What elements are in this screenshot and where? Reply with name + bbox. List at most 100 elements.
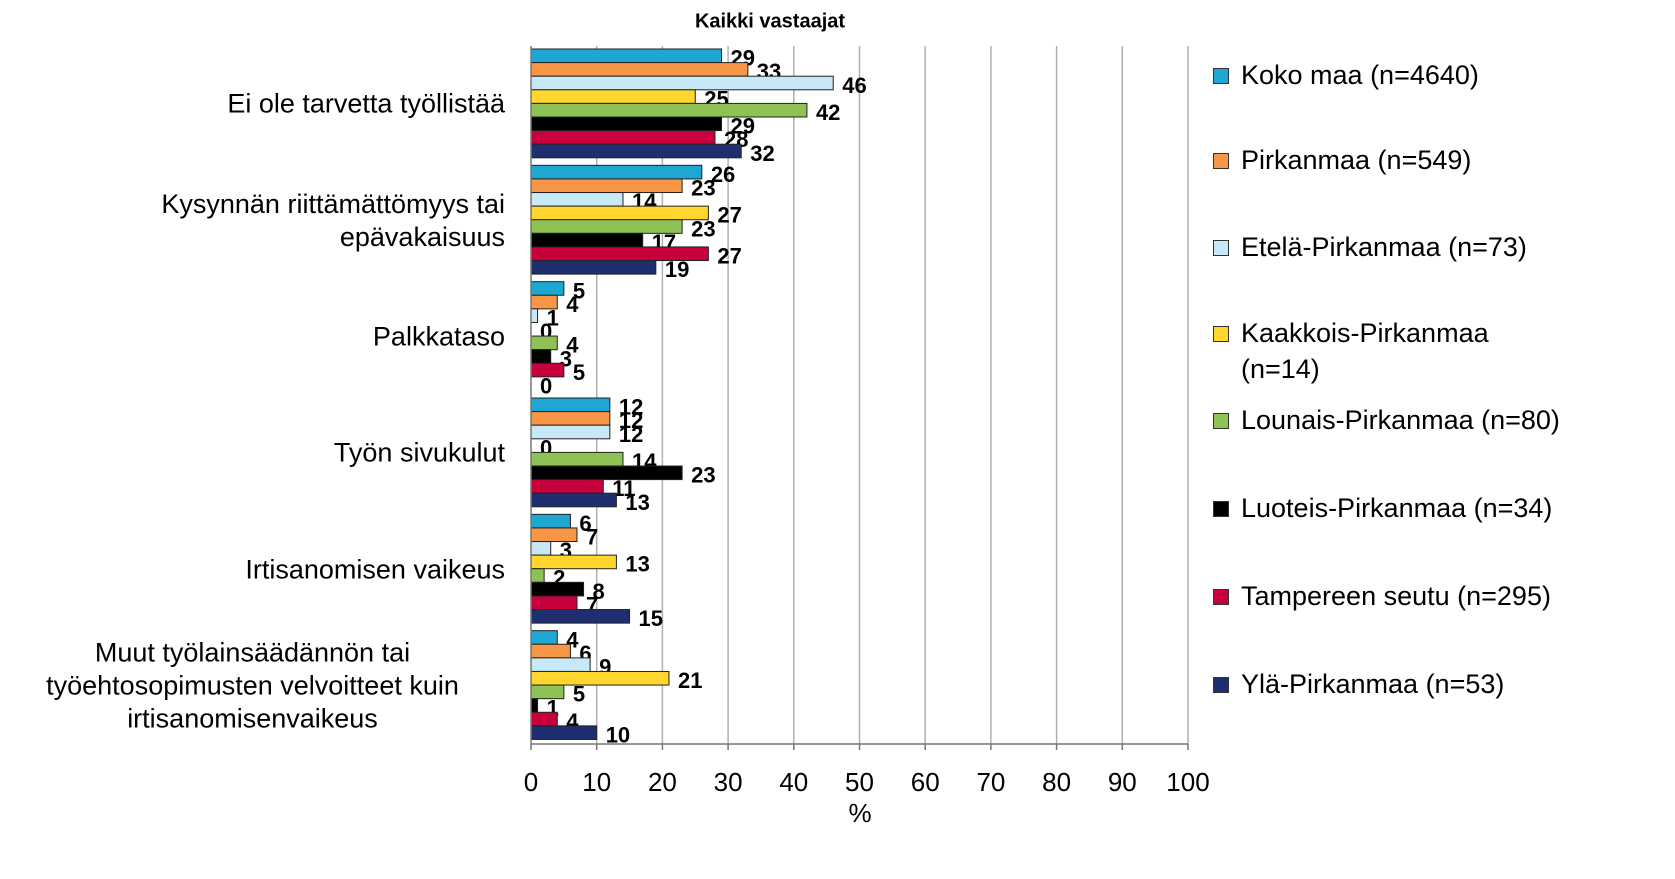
data-label: 4 [566,292,579,317]
legend-item: Ylä-Pirkanmaa (n=53) [1213,666,1573,702]
legend-label: Koko maa (n=4640) [1241,60,1479,90]
bar [530,513,571,529]
bar [530,232,644,248]
bar [530,451,624,467]
x-tick-label: 80 [1042,767,1071,797]
data-label: 27 [717,244,741,269]
bar [530,581,585,597]
category-label: Työn sivukulut [333,437,505,468]
legend-swatch [1213,153,1229,169]
bar [530,130,716,145]
x-tick-label: 10 [582,767,611,797]
legend-label: Luoteis-Pirkanmaa (n=34) [1241,493,1553,523]
legend-label: Lounais-Pirkanmaa (n=80) [1241,405,1560,435]
legend-swatch [1213,677,1229,693]
bar [530,479,604,494]
legend-item: Tampereen seutu (n=295) [1213,578,1573,614]
legend-item: Luoteis-Pirkanmaa (n=34) [1213,490,1573,526]
bar [530,178,683,194]
data-label: 21 [678,668,702,693]
legend-item: Lounais-Pirkanmaa (n=80) [1213,402,1573,438]
legend-item: Kaakkois-Pirkanmaa (n=14) [1213,315,1573,387]
bar [530,725,598,740]
data-label: 12 [619,408,643,433]
legend-swatch [1213,68,1229,84]
category-label: Irtisanomisen vaikeus [245,554,505,584]
x-tick-label: 90 [1108,767,1137,797]
bar [530,643,571,659]
bar [530,711,558,727]
bar [530,657,591,672]
bar [530,609,631,624]
bar [530,335,558,351]
data-label: 1 [547,305,559,330]
bar [530,75,834,91]
data-label: 23 [691,216,715,241]
data-label: 5 [573,278,585,303]
bar [530,397,611,413]
bar [530,48,723,64]
data-label: 15 [639,606,663,631]
x-tick-label: 20 [648,767,677,797]
category-label: Palkkataso [372,321,505,352]
category-label: Muut työlainsäädännön tai työehtosopimus… [46,637,459,734]
category-label: Ei ole tarvetta työllistää [227,88,505,119]
legend-label: Ylä-Pirkanmaa (n=53) [1241,669,1505,699]
data-label: 13 [625,552,649,577]
x-tick-label: 60 [911,767,940,797]
data-label: 8 [593,579,605,604]
data-label: 11 [612,476,635,501]
bar [530,670,670,686]
bar [530,411,611,426]
data-label: 23 [691,463,715,488]
data-label: 29 [731,114,755,139]
bar [530,698,539,713]
legend-item: Koko maa (n=4640) [1213,57,1573,93]
legend-label: Kaakkois-Pirkanmaa (n=14) [1241,318,1489,384]
legend-label: Etelä-Pirkanmaa (n=73) [1241,232,1527,262]
bar [530,164,703,180]
bar [530,308,539,323]
bar [530,89,696,104]
x-tick-label: 0 [524,767,538,797]
data-label: 12 [619,395,643,420]
bar [530,492,617,508]
data-label: 27 [717,203,741,228]
legend-swatch [1213,326,1229,342]
bar [530,102,808,118]
bar [530,192,624,207]
bar [530,349,552,364]
bar [530,568,545,583]
x-tick-label: 70 [976,767,1005,797]
bar [530,205,709,221]
bar [530,143,742,159]
data-label: 7 [586,525,598,550]
x-tick-label: 50 [845,767,874,797]
data-label: 42 [816,100,840,125]
legend-label: Tampereen seutu (n=295) [1241,581,1551,611]
data-label: 26 [711,162,735,187]
legend-swatch [1213,240,1229,256]
x-tick-label: 40 [779,767,808,797]
legend-swatch [1213,589,1229,605]
data-label: 4 [566,333,579,358]
bar [530,541,552,556]
legend-swatch [1213,501,1229,517]
data-label: 0 [540,373,552,398]
data-label: 13 [625,490,649,515]
data-label: 46 [842,73,866,98]
data-label: 32 [750,141,774,166]
data-label: 12 [619,422,643,447]
bar [530,630,558,645]
data-label: 5 [573,682,585,707]
data-label: 23 [691,176,715,201]
x-tick-label: 30 [714,767,743,797]
legend-item: Pirkanmaa (n=549) [1213,142,1573,178]
x-tick-label: 100 [1166,767,1209,797]
bar [530,281,565,296]
bar [530,116,723,132]
bar [530,260,657,275]
x-axis-label: % [848,798,871,828]
category-label: Kysynnän riittämättömyys tai epävakaisuu… [161,188,505,252]
